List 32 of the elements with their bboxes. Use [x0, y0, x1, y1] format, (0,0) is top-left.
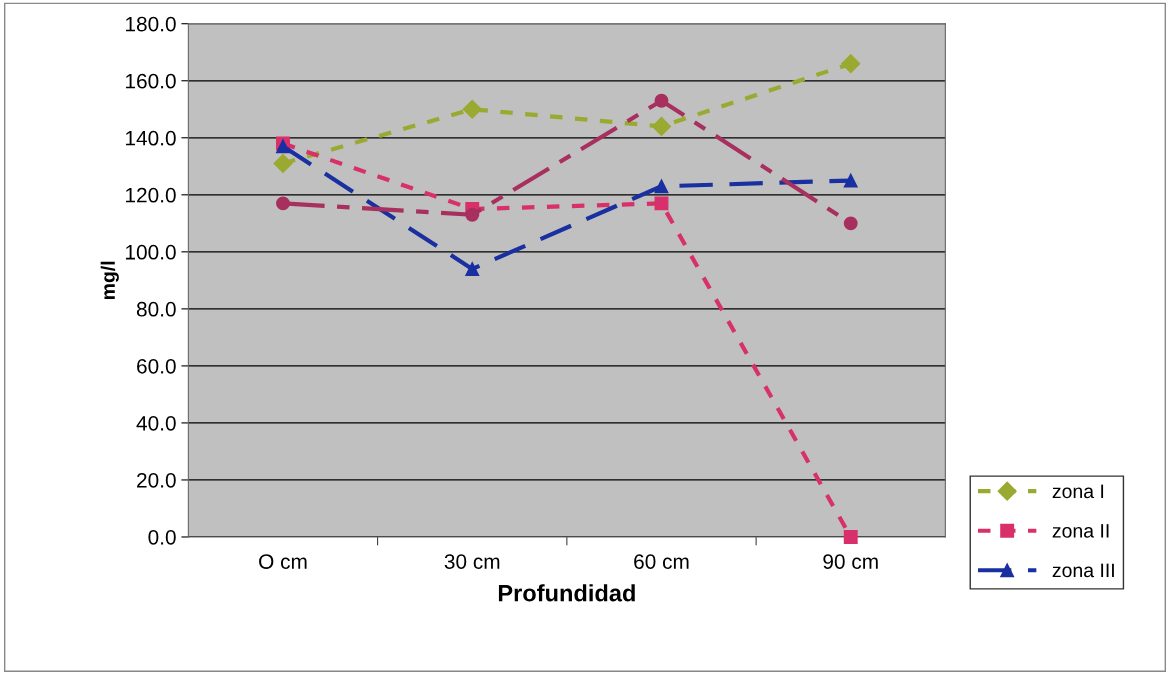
point: [465, 207, 480, 222]
x-tick-label: 60 cm: [634, 554, 689, 569]
point: [654, 179, 669, 194]
point: [841, 54, 861, 74]
legend-label: zona II: [1052, 524, 1109, 538]
y-tick-label: 60.0: [137, 358, 176, 374]
point: [843, 173, 858, 188]
legend-label: zona III: [1052, 563, 1114, 578]
y-tick-label: 20.0: [137, 472, 176, 488]
y-tick-label: 0.0: [148, 529, 176, 545]
y-tick-label: 140.0: [126, 130, 176, 146]
y-axis-title: mg/l: [100, 261, 119, 300]
x-axis-title: Profundidad: [498, 584, 635, 602]
y-tick-label: 40.0: [136, 415, 176, 431]
y-tick-label: 100.0: [126, 244, 176, 260]
point: [843, 216, 858, 231]
y-tick-label: 120.0: [126, 187, 176, 203]
point: [276, 196, 290, 211]
y-tick-label: 160.0: [126, 73, 176, 89]
point: [462, 99, 482, 119]
x-tick-label: O cm: [259, 554, 307, 569]
point: [273, 153, 293, 173]
point: [843, 530, 858, 544]
y-tick-label: 180.0: [126, 16, 176, 32]
x-tick-label: 30 cm: [444, 554, 500, 569]
point: [654, 196, 669, 211]
x-tick-label: 90 cm: [823, 554, 878, 569]
y-tick-label: 80.0: [136, 301, 176, 317]
legend-label: zona I: [1052, 484, 1104, 499]
point: [654, 93, 669, 108]
point: [651, 116, 672, 136]
point: [465, 262, 480, 276]
